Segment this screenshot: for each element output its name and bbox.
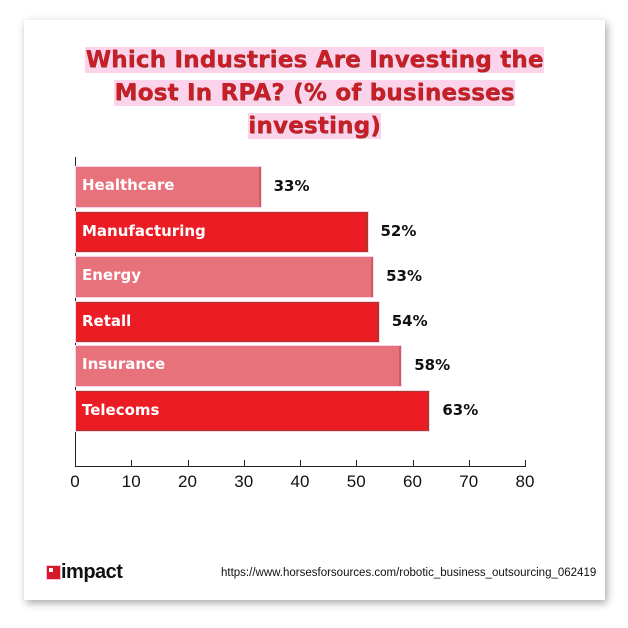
x-tick: [131, 460, 133, 466]
x-tick: [468, 460, 470, 466]
bar-category-label: Energy: [82, 266, 142, 284]
bar-value-label: 52%: [380, 222, 417, 240]
impact-logo: impact: [47, 561, 123, 584]
x-axis-line: [75, 466, 526, 467]
bar-insurance: Insurance: [76, 346, 402, 386]
x-tick-label: 60: [403, 472, 422, 491]
bar-value-label: 54%: [391, 312, 428, 330]
bar-value-label: 58%: [414, 356, 451, 374]
x-tick-label: 50: [346, 472, 366, 491]
bar-category-label: Insurance: [82, 355, 166, 373]
x-tick: [243, 460, 245, 466]
x-tick: [300, 460, 301, 466]
bar-value-label: 53%: [386, 267, 423, 285]
bar-telecoms: Telecoms: [76, 391, 430, 431]
bar-retall: Retall: [76, 302, 379, 342]
x-tick-label: 30: [234, 472, 254, 491]
x-tick-label: 80: [515, 472, 535, 491]
bar-category-label: Telecoms: [82, 401, 160, 419]
chart-title: Which Industries Are Investing the Most …: [24, 44, 605, 143]
bar-value-label: 63%: [442, 401, 479, 419]
title-line-2: Most In RPA? (% of businesses: [114, 80, 515, 106]
bar-healthcare: Healthcare: [76, 167, 261, 207]
x-tick: [187, 460, 189, 466]
x-tick: [412, 460, 414, 466]
title-line-1: Which Industries Are Investing the: [85, 47, 544, 73]
bar-value-label: 33%: [273, 177, 310, 195]
bar-energy: Energy: [76, 257, 374, 297]
bar-category-label: Retall: [82, 312, 132, 330]
logo-mark-icon: [47, 566, 60, 579]
x-tick-label: 0: [70, 472, 80, 491]
source-url: https://www.horsesforsources.com/robotic…: [221, 567, 597, 579]
x-tick-label: 20: [178, 472, 197, 491]
title-line-3: investing): [248, 113, 381, 139]
y-axis-line: [75, 157, 76, 467]
bar-category-label: Healthcare: [82, 176, 175, 194]
x-tick-label: 10: [121, 472, 141, 491]
x-tick: [75, 460, 76, 466]
bar-manufacturing: Manufacturing: [76, 212, 368, 252]
x-tick: [525, 460, 526, 466]
x-tick-label: 40: [290, 472, 310, 491]
logo-text: impact: [61, 561, 123, 583]
x-tick-label: 70: [459, 472, 479, 491]
bar-category-label: Manufacturing: [82, 222, 206, 240]
x-tick: [356, 460, 358, 466]
